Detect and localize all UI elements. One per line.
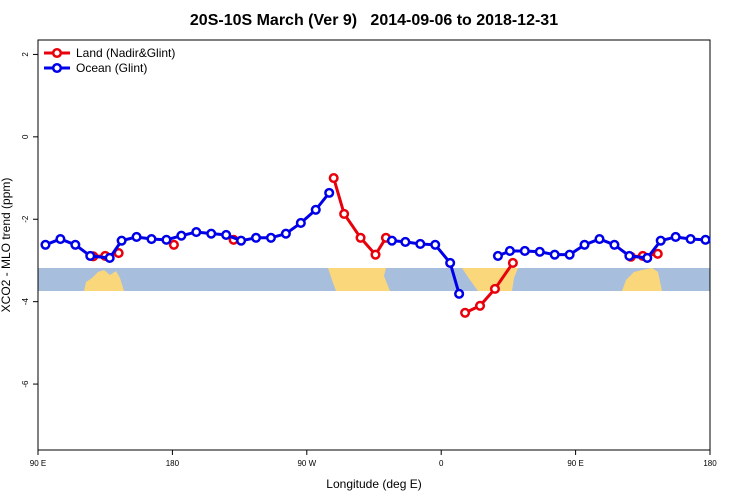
data-point [519, 245, 530, 257]
data-point [104, 252, 115, 264]
y-axis-label: XCO2 - MLO trend (ppm) [0, 178, 13, 313]
data-point [549, 249, 560, 260]
x-tick-label: 180 [166, 459, 180, 468]
land-patch [622, 268, 662, 291]
y-tick-label: -2 [21, 215, 30, 223]
data-point [700, 234, 711, 245]
y-tick-label: 0 [21, 134, 30, 139]
data-point [131, 231, 142, 243]
data-point [146, 233, 157, 245]
data-point [265, 232, 277, 243]
data-point [454, 288, 465, 299]
data-point [655, 235, 666, 246]
data-point [445, 257, 456, 268]
data-point [564, 249, 575, 260]
x-tick-label: 90 E [30, 459, 46, 468]
data-point [624, 250, 635, 261]
x-tick-label: 0 [439, 459, 444, 468]
data-point [116, 235, 127, 246]
data-point [609, 239, 620, 250]
data-point [504, 245, 515, 257]
x-tick-label: 90 E [567, 459, 583, 468]
data-point [85, 250, 96, 261]
data-point [474, 300, 486, 311]
data-point [168, 239, 179, 250]
data-point [370, 249, 381, 260]
data-point [507, 257, 518, 268]
data-point [250, 232, 262, 243]
data-point [206, 228, 217, 239]
data-point [40, 239, 51, 250]
data-point [176, 230, 187, 241]
data-point [685, 233, 696, 245]
data-point [328, 172, 339, 184]
data-point [534, 246, 545, 257]
data-point [324, 187, 335, 198]
data-point [355, 232, 366, 243]
x-tick-label: 180 [703, 459, 717, 468]
land-patch [84, 270, 124, 291]
y-tick-label: -4 [21, 298, 30, 306]
chart-title: 20S-10S March (Ver 9) 2014-09-06 to 2018… [190, 12, 558, 29]
legend-label: Land (Nadir&Glint) [76, 46, 175, 60]
data-point [295, 217, 306, 229]
data-point [191, 226, 202, 238]
legend-marker [51, 62, 63, 74]
y-tick-label: 2 [21, 52, 30, 57]
land-ocean-strip [38, 268, 710, 291]
data-point [55, 233, 66, 245]
x-axis-label: Longitude (deg E) [326, 477, 421, 491]
x-tick-label: 90 W [297, 459, 316, 468]
y-tick-label: -6 [21, 380, 30, 388]
data-point [642, 252, 653, 264]
data-point [415, 238, 426, 250]
data-point [280, 228, 291, 239]
data-point [652, 248, 663, 259]
data-point [386, 235, 397, 246]
plot-frame [37, 39, 711, 451]
data-point [310, 204, 321, 215]
data-point [400, 236, 411, 247]
land-patch [328, 268, 390, 291]
data-point [460, 307, 471, 318]
data-point [161, 234, 172, 245]
data-point [492, 250, 503, 261]
legend-marker [51, 47, 63, 59]
data-point [70, 239, 81, 250]
data-point [221, 229, 232, 240]
data-point [594, 233, 605, 245]
data-point [236, 235, 247, 246]
data-point [579, 239, 590, 250]
legend-label: Ocean (Glint) [76, 61, 147, 75]
data-point [489, 283, 501, 294]
data-point [339, 208, 350, 219]
data-point [430, 239, 441, 250]
data-point [670, 231, 681, 243]
